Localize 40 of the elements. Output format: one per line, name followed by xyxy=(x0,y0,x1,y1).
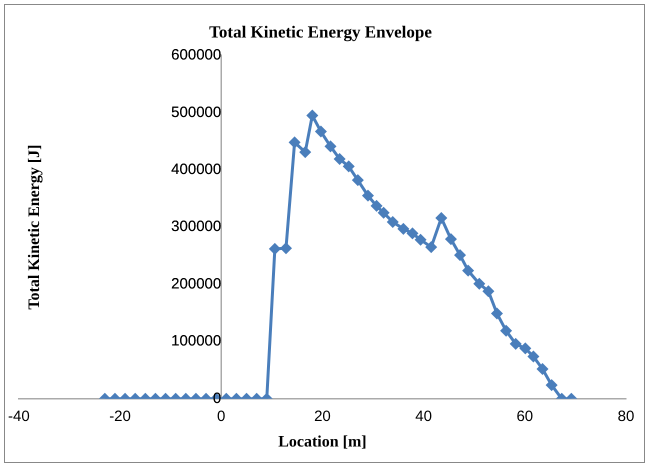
chart-title: Total Kinetic Energy Envelope xyxy=(209,22,432,42)
point xyxy=(473,278,486,290)
point xyxy=(397,222,410,235)
y-tick-label: 500000 xyxy=(171,104,222,121)
point xyxy=(435,212,448,224)
point xyxy=(268,242,281,255)
point xyxy=(342,160,355,172)
point xyxy=(386,216,399,228)
point xyxy=(482,285,494,298)
point xyxy=(370,200,383,212)
point xyxy=(454,249,466,262)
point xyxy=(352,174,364,186)
x-tick-label: 40 xyxy=(415,408,432,425)
y-tick-label: 100000 xyxy=(171,332,222,350)
x-tick-label: 60 xyxy=(516,408,534,425)
point xyxy=(288,136,301,148)
point xyxy=(406,227,418,240)
y-axis-title: Total Kinetic Energy [J] xyxy=(26,144,44,310)
point xyxy=(334,152,346,165)
point xyxy=(306,109,318,122)
y-tick-label: 600000 xyxy=(171,46,222,64)
x-axis-title: Location [m] xyxy=(278,434,367,451)
point xyxy=(444,233,457,246)
y-tick-label: 400000 xyxy=(171,161,222,178)
x-tick-label: 20 xyxy=(314,408,331,425)
point xyxy=(314,126,327,138)
x-tick-label: -40 xyxy=(8,408,30,425)
y-tick-label: 0 xyxy=(212,390,222,407)
point xyxy=(324,140,337,152)
point xyxy=(299,146,312,158)
point xyxy=(425,241,438,254)
point xyxy=(362,190,374,202)
point xyxy=(280,242,292,254)
x-tick-label: -20 xyxy=(109,408,131,425)
point xyxy=(378,206,390,219)
point xyxy=(414,234,427,246)
y-tick-label: 300000 xyxy=(171,218,222,236)
point xyxy=(462,264,474,277)
y-tick-label: 200000 xyxy=(171,275,222,292)
x-tick-label: 80 xyxy=(618,408,634,425)
